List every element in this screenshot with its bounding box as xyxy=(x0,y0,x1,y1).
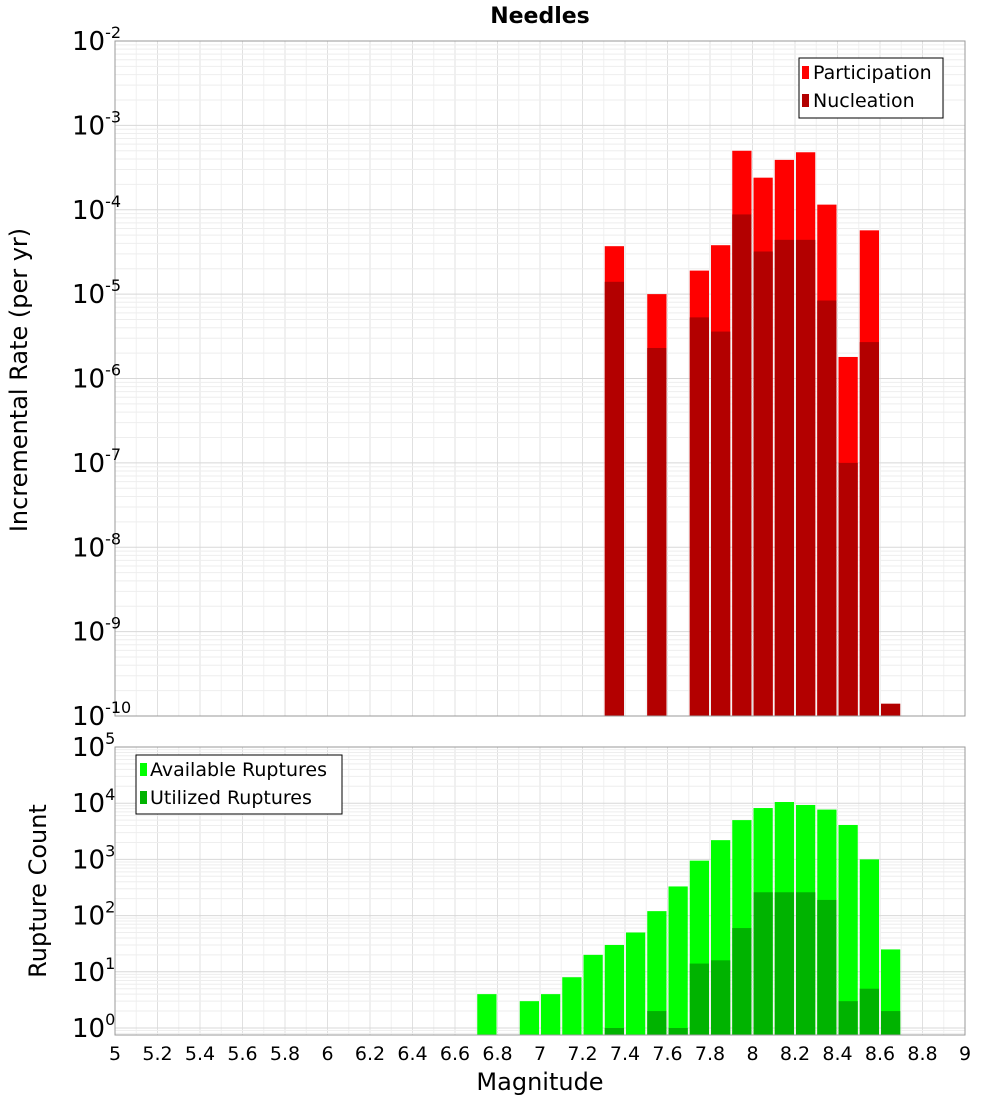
top-y-tick-label: 10-2 xyxy=(72,23,121,57)
bottom-bar-utilized-ruptures xyxy=(689,963,709,1035)
top-legend-box xyxy=(798,57,944,119)
top-y-axis-label: Incremental Rate (per yr) xyxy=(5,228,33,532)
top-bar-nucleation xyxy=(859,342,879,716)
x-tick-label: 8.8 xyxy=(907,1043,937,1065)
top-plot-border xyxy=(114,40,966,717)
x-tick-label: 7 xyxy=(534,1043,546,1065)
bottom-plot-border xyxy=(114,746,966,1036)
bottom-bar-utilized-ruptures xyxy=(774,892,794,1035)
bottom-bar-available-ruptures xyxy=(838,824,858,1035)
x-tick-label: 8.2 xyxy=(780,1043,810,1065)
x-tick-label: 6.6 xyxy=(440,1043,470,1065)
legend-swatch-participation xyxy=(802,66,809,79)
top-bar-nucleation xyxy=(753,251,773,716)
bottom-y-tick-label: 102 xyxy=(72,898,115,932)
bottom-bar-available-ruptures xyxy=(562,977,582,1035)
top-bar-nucleation xyxy=(711,331,731,716)
bottom-bar-available-ruptures xyxy=(583,954,603,1035)
bottom-legend-box xyxy=(135,754,343,815)
bottom-y-tick-labels: 100 101 102 103 104 105 xyxy=(72,729,115,1044)
bottom-y-tick-label: 105 xyxy=(72,729,115,763)
bottom-bar-available-ruptures xyxy=(604,944,624,1035)
bottom-legend: Available Ruptures Utilized Ruptures xyxy=(135,754,343,815)
x-tick-label: 7.6 xyxy=(652,1043,682,1065)
x-tick-label: 8.4 xyxy=(822,1043,852,1065)
x-tick-label: 9 xyxy=(959,1043,971,1065)
top-bar-nucleation xyxy=(817,300,837,716)
x-tick-label: 5 xyxy=(109,1043,121,1065)
x-tick-labels: 5 5.2 5.4 5.6 5.8 6 6.2 6.4 6.6 6.8 7 7.2 7.4 7.6 7.8 8… xyxy=(109,1043,971,1065)
legend-swatch-available xyxy=(140,763,147,776)
bottom-bar-utilized-ruptures xyxy=(796,892,816,1035)
top-y-tick-label: 10-6 xyxy=(72,361,121,395)
top-y-tick-label: 10-4 xyxy=(72,192,121,226)
x-tick-label: 8.6 xyxy=(865,1043,895,1065)
bottom-bar-available-ruptures xyxy=(477,994,497,1035)
top-gridlines xyxy=(114,40,966,717)
top-bar-nucleation xyxy=(796,239,816,716)
legend-swatch-utilized xyxy=(140,791,147,804)
bottom-y-tick-label: 100 xyxy=(72,1010,115,1044)
x-tick-label: 5.8 xyxy=(270,1043,300,1065)
top-bar-nucleation xyxy=(881,703,901,716)
top-bars xyxy=(604,150,901,717)
x-tick-label: 7.8 xyxy=(695,1043,725,1065)
x-tick-label: 6.2 xyxy=(355,1043,385,1065)
x-tick-label: 6.8 xyxy=(482,1043,512,1065)
bottom-bar-utilized-ruptures xyxy=(604,1027,624,1035)
top-panel: 10-10 10-9 10-8 10-7 10-6 10-5 10-4 10-3 10-2 In… xyxy=(5,23,966,732)
x-tick-label: 8 xyxy=(746,1043,758,1065)
bottom-y-tick-label: 101 xyxy=(72,954,115,988)
bottom-bar-available-ruptures xyxy=(541,994,561,1035)
bottom-y-tick-label: 104 xyxy=(72,785,115,819)
top-bar-nucleation xyxy=(732,214,752,717)
bottom-bar-utilized-ruptures xyxy=(817,899,837,1035)
x-tick-label: 5.6 xyxy=(227,1043,257,1065)
bottom-panel: 100 101 102 103 104 105 5 5.2 5.4 5.6 5.8 6 6.2 6.4 6… xyxy=(24,729,971,1096)
top-bar-nucleation xyxy=(774,239,794,716)
x-tick-label: 6 xyxy=(321,1043,333,1065)
legend-label-utilized: Utilized Ruptures xyxy=(150,787,312,809)
bottom-bar-available-ruptures xyxy=(519,1001,539,1035)
chart-title: Needles xyxy=(490,4,590,29)
legend-swatch-nucleation xyxy=(802,94,809,107)
top-y-tick-labels: 10-10 10-9 10-8 10-7 10-6 10-5 10-4 10-3 10-2 xyxy=(72,23,131,732)
bottom-bar-utilized-ruptures xyxy=(732,928,752,1035)
top-y-tick-label: 10-8 xyxy=(72,529,121,563)
top-legend: Participation Nucleation xyxy=(798,57,944,119)
bottom-bar-utilized-ruptures xyxy=(838,1001,858,1035)
x-tick-label: 5.2 xyxy=(142,1043,172,1065)
bottom-bar-utilized-ruptures xyxy=(647,1011,667,1035)
bottom-bar-utilized-ruptures xyxy=(881,1011,901,1035)
top-y-tick-label: 10-10 xyxy=(72,698,131,732)
bottom-bar-available-ruptures xyxy=(668,886,688,1035)
top-y-tick-label: 10-7 xyxy=(72,445,121,479)
bottom-bar-utilized-ruptures xyxy=(753,892,773,1035)
bottom-bar-utilized-ruptures xyxy=(711,960,731,1035)
bottom-bar-available-ruptures xyxy=(626,932,646,1035)
legend-label-nucleation: Nucleation xyxy=(813,90,915,112)
bottom-y-tick-label: 103 xyxy=(72,841,115,875)
x-tick-label: 7.2 xyxy=(567,1043,597,1065)
x-tick-label: 6.4 xyxy=(397,1043,427,1065)
x-tick-label: 5.4 xyxy=(185,1043,215,1065)
top-y-tick-label: 10-3 xyxy=(72,107,121,141)
bottom-bar-utilized-ruptures xyxy=(859,988,879,1035)
top-bar-nucleation xyxy=(838,462,858,716)
top-bar-nucleation xyxy=(689,317,709,716)
legend-label-available: Available Ruptures xyxy=(150,759,327,781)
bottom-y-axis-label: Rupture Count xyxy=(24,804,52,978)
top-bar-nucleation xyxy=(647,347,667,716)
legend-label-participation: Participation xyxy=(813,62,932,84)
bottom-bar-available-ruptures xyxy=(647,911,667,1035)
top-y-tick-label: 10-9 xyxy=(72,614,121,648)
top-bar-nucleation xyxy=(604,281,624,716)
bottom-bars xyxy=(477,802,901,1035)
x-axis-label: Magnitude xyxy=(476,1068,603,1096)
x-tick-label: 7.4 xyxy=(610,1043,640,1065)
bottom-bar-utilized-ruptures xyxy=(668,1027,688,1035)
top-y-tick-label: 10-5 xyxy=(72,276,121,310)
